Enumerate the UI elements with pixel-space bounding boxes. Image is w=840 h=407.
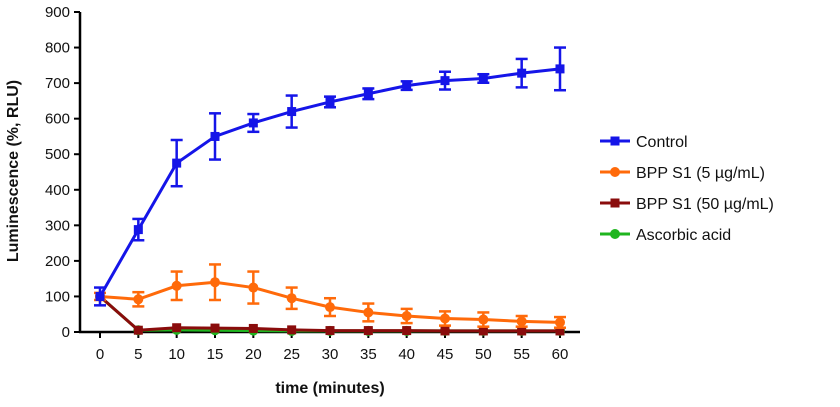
data-point	[133, 225, 143, 235]
series-1	[94, 263, 566, 329]
data-point	[555, 64, 565, 74]
data-point	[363, 307, 374, 318]
plot-area	[94, 46, 566, 336]
data-point	[210, 323, 220, 333]
legend-marker	[610, 229, 620, 239]
legend-label: Control	[636, 134, 688, 151]
legend-marker	[610, 198, 620, 208]
y-tick-label: 600	[45, 111, 70, 128]
x-tick-label: 5	[134, 346, 142, 363]
data-point	[555, 326, 565, 336]
data-point	[440, 76, 450, 86]
data-point	[172, 158, 182, 168]
data-point	[287, 107, 297, 117]
x-tick-label: 60	[552, 346, 569, 363]
data-point	[171, 280, 182, 291]
data-point	[210, 131, 220, 141]
data-point	[286, 293, 297, 304]
data-point	[287, 325, 297, 335]
legend-label: BPP S1 (5 µg/mL)	[636, 165, 765, 182]
y-axis-label: Luminescence (%, RLU)	[5, 80, 22, 262]
data-point	[133, 325, 143, 335]
y-tick-label: 400	[45, 182, 70, 199]
x-tick-label: 30	[322, 346, 339, 363]
x-tick-label: 20	[245, 346, 262, 363]
legend-label: Ascorbic acid	[636, 227, 731, 244]
x-tick-label: 45	[437, 346, 454, 363]
y-tick-label: 100	[45, 288, 70, 305]
y-tick-label: 700	[45, 75, 70, 92]
data-point	[478, 326, 488, 336]
data-point	[517, 68, 527, 78]
y-tick-label: 300	[45, 217, 70, 234]
data-point	[440, 313, 450, 324]
data-point	[172, 323, 182, 333]
axes: 0 100 200 300 400 500 600 700 800 900 0 5 10 15 20 25 30…	[45, 4, 580, 363]
data-point	[248, 282, 259, 293]
series-2	[95, 291, 565, 336]
legend-item: BPP S1 (50 µg/mL)	[600, 196, 774, 213]
data-point	[478, 314, 489, 325]
data-point	[402, 81, 412, 91]
legend-item: Ascorbic acid	[600, 227, 731, 244]
data-point	[248, 323, 258, 333]
x-tick-label: 35	[360, 346, 377, 363]
y-tick-label: 0	[62, 324, 70, 341]
y-tick-label: 500	[45, 146, 70, 163]
x-tick-label: 10	[168, 346, 185, 363]
y-tick-label: 200	[45, 253, 70, 270]
legend-marker	[610, 136, 620, 146]
data-point	[325, 97, 335, 107]
x-tick-label: 40	[398, 346, 415, 363]
y-tick-label: 800	[45, 40, 70, 57]
data-point	[133, 294, 144, 305]
data-point	[363, 326, 373, 336]
legend-item: Control	[600, 134, 688, 151]
data-point	[402, 326, 412, 336]
x-tick-label: 55	[513, 346, 530, 363]
data-point	[401, 311, 412, 321]
data-point	[516, 316, 527, 327]
data-point	[478, 73, 488, 83]
x-tick-label: 25	[283, 346, 300, 363]
series-0	[94, 46, 566, 307]
data-point	[210, 277, 220, 288]
data-point	[325, 326, 335, 336]
data-point	[95, 291, 105, 301]
legend-item: BPP S1 (5 µg/mL)	[600, 165, 765, 182]
legend: Control BPP S1 (5 µg/mL) BPP S1 (50 µg/mL)…	[600, 134, 774, 244]
x-axis-label: time (minutes)	[275, 380, 384, 397]
data-point	[325, 302, 335, 313]
y-tick-label: 900	[45, 4, 70, 21]
data-point	[517, 326, 527, 336]
x-tick-label: 0	[96, 346, 104, 363]
x-tick-label: 15	[207, 346, 224, 363]
x-tick-label: 50	[475, 346, 492, 363]
legend-label: BPP S1 (50 µg/mL)	[636, 196, 774, 213]
data-point	[440, 326, 450, 336]
data-point	[555, 317, 565, 328]
data-point	[248, 118, 258, 128]
data-point	[363, 89, 373, 99]
legend-marker	[610, 167, 620, 177]
